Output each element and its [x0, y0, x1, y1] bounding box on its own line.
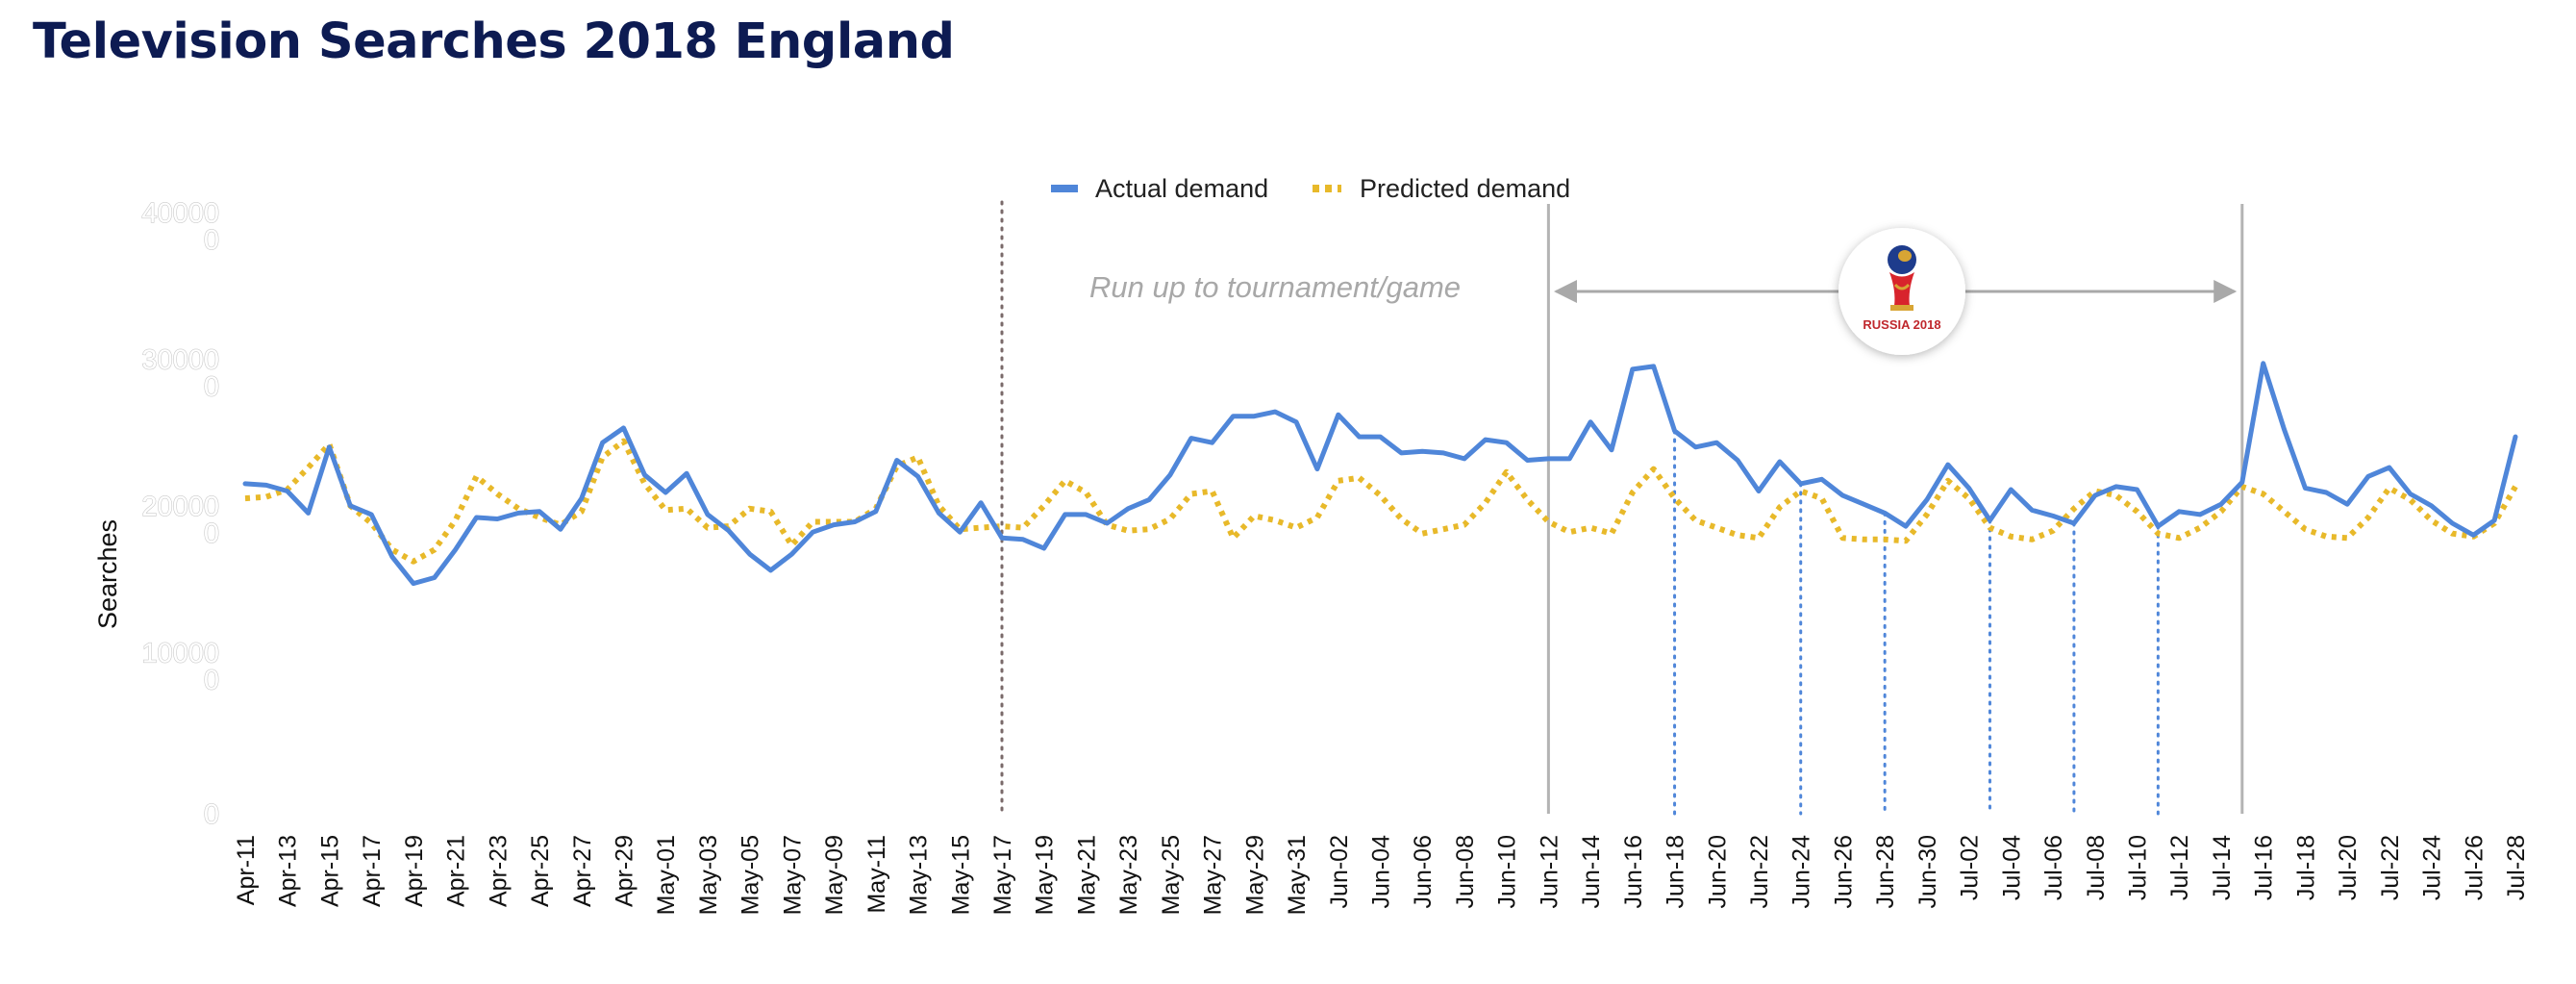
x-tick-label: Jul-24	[2419, 835, 2446, 900]
chart-legend: Actual demand Predicted demand	[1051, 174, 1570, 203]
x-tick-label: Jun-26	[1830, 835, 1857, 908]
logo-caption: RUSSIA 2018	[1863, 317, 1940, 332]
x-tick-label: May-07	[779, 835, 806, 915]
x-tick-label: Jun-04	[1368, 835, 1395, 909]
x-tick-label: Jun-16	[1620, 835, 1647, 908]
x-tick-label: Apr-25	[527, 835, 554, 907]
x-tick-label: Jul-04	[1998, 835, 2025, 900]
y-tick-label: 20000 0	[141, 492, 219, 549]
x-tick-label: Jun-30	[1914, 835, 1941, 908]
legend-label-actual: Actual demand	[1095, 174, 1268, 203]
run-up-annotation: Run up to tournament/game	[1089, 270, 1461, 304]
x-tick-label: May-03	[695, 835, 722, 915]
x-tick-label: May-25	[1158, 835, 1185, 915]
x-tick-label: Apr-17	[359, 835, 386, 907]
tournament-logo-badge: RUSSIA 2018	[1838, 228, 1965, 355]
x-tick-label: Jun-06	[1410, 835, 1437, 908]
series-actual-demand	[242, 361, 2518, 587]
x-tick-label: May-11	[863, 835, 890, 914]
y-tick-label: 10000 0	[141, 639, 219, 696]
x-tick-label: Apr-19	[401, 835, 428, 907]
x-tick-label: Apr-21	[443, 835, 470, 907]
x-tick-label: Jun-12	[1536, 835, 1563, 908]
y-axis-label: Searches	[93, 519, 122, 629]
y-tick-label: 30000 0	[141, 345, 219, 403]
x-tick-label: Jul-16	[2251, 835, 2278, 900]
x-tick-label: Jul-28	[2503, 835, 2530, 900]
x-tick-label: May-17	[989, 835, 1016, 915]
x-tick-label: Jul-22	[2377, 835, 2404, 900]
x-tick-label: Apr-11	[233, 835, 260, 905]
x-tick-label: Jun-02	[1326, 835, 1353, 908]
x-tick-label: May-13	[906, 835, 933, 915]
world-cup-trophy-icon	[1888, 245, 1916, 311]
x-tick-label: Jul-02	[1957, 835, 1984, 900]
x-tick-label: May-23	[1115, 835, 1142, 915]
x-tick-label: Jul-08	[2083, 835, 2110, 900]
x-tick-label: May-29	[1241, 835, 1268, 915]
x-tick-label: May-15	[947, 835, 974, 915]
x-axis-ticks: Apr-11 Apr-13 Apr-15 Apr-17 Apr-19 Apr-21 Apr-…	[233, 835, 2530, 915]
y-tick-label: 0	[204, 799, 219, 830]
x-tick-label: May-09	[821, 835, 848, 915]
page-title: Television Searches 2018 England	[33, 13, 955, 70]
x-tick-label: Jul-18	[2292, 835, 2319, 900]
x-tick-label: May-19	[1032, 835, 1059, 915]
x-tick-label: May-21	[1073, 835, 1100, 915]
x-tick-label: May-31	[1284, 835, 1311, 915]
x-tick-label: Jul-10	[2125, 835, 2152, 900]
x-tick-label: May-05	[738, 835, 764, 915]
x-tick-label: Jun-24	[1788, 835, 1815, 909]
legend-label-predicted: Predicted demand	[1360, 174, 1570, 203]
x-tick-label: Apr-29	[612, 835, 638, 907]
x-tick-label: Jul-14	[2209, 835, 2236, 900]
x-tick-label: Jul-12	[2166, 835, 2193, 900]
chart-series	[242, 361, 2518, 587]
x-tick-label: May-01	[653, 835, 680, 915]
x-tick-label: Jun-22	[1746, 835, 1773, 908]
x-tick-label: Jun-28	[1872, 835, 1899, 908]
y-axis-ticks: 0 10000 0 20000 0 30000 0 40000 0	[141, 197, 220, 830]
x-tick-label: Jun-14	[1578, 835, 1605, 909]
x-tick-label: Jun-10	[1494, 835, 1521, 908]
x-tick-label: May-27	[1200, 835, 1227, 915]
x-tick-label: Apr-27	[569, 835, 596, 907]
series-predicted-demand	[244, 438, 2518, 565]
x-tick-label: Jul-20	[2335, 835, 2362, 900]
x-tick-label: Apr-23	[485, 835, 512, 907]
x-tick-label: Apr-13	[275, 835, 302, 907]
x-tick-label: Apr-15	[316, 835, 343, 907]
x-tick-label: Jul-26	[2461, 835, 2488, 900]
x-tick-label: Jun-20	[1704, 835, 1731, 908]
x-tick-label: Jul-06	[2040, 835, 2067, 900]
y-tick-label: 40000 0	[141, 198, 219, 256]
x-tick-label: Jun-18	[1663, 835, 1689, 908]
x-tick-label: Jun-08	[1452, 835, 1479, 908]
